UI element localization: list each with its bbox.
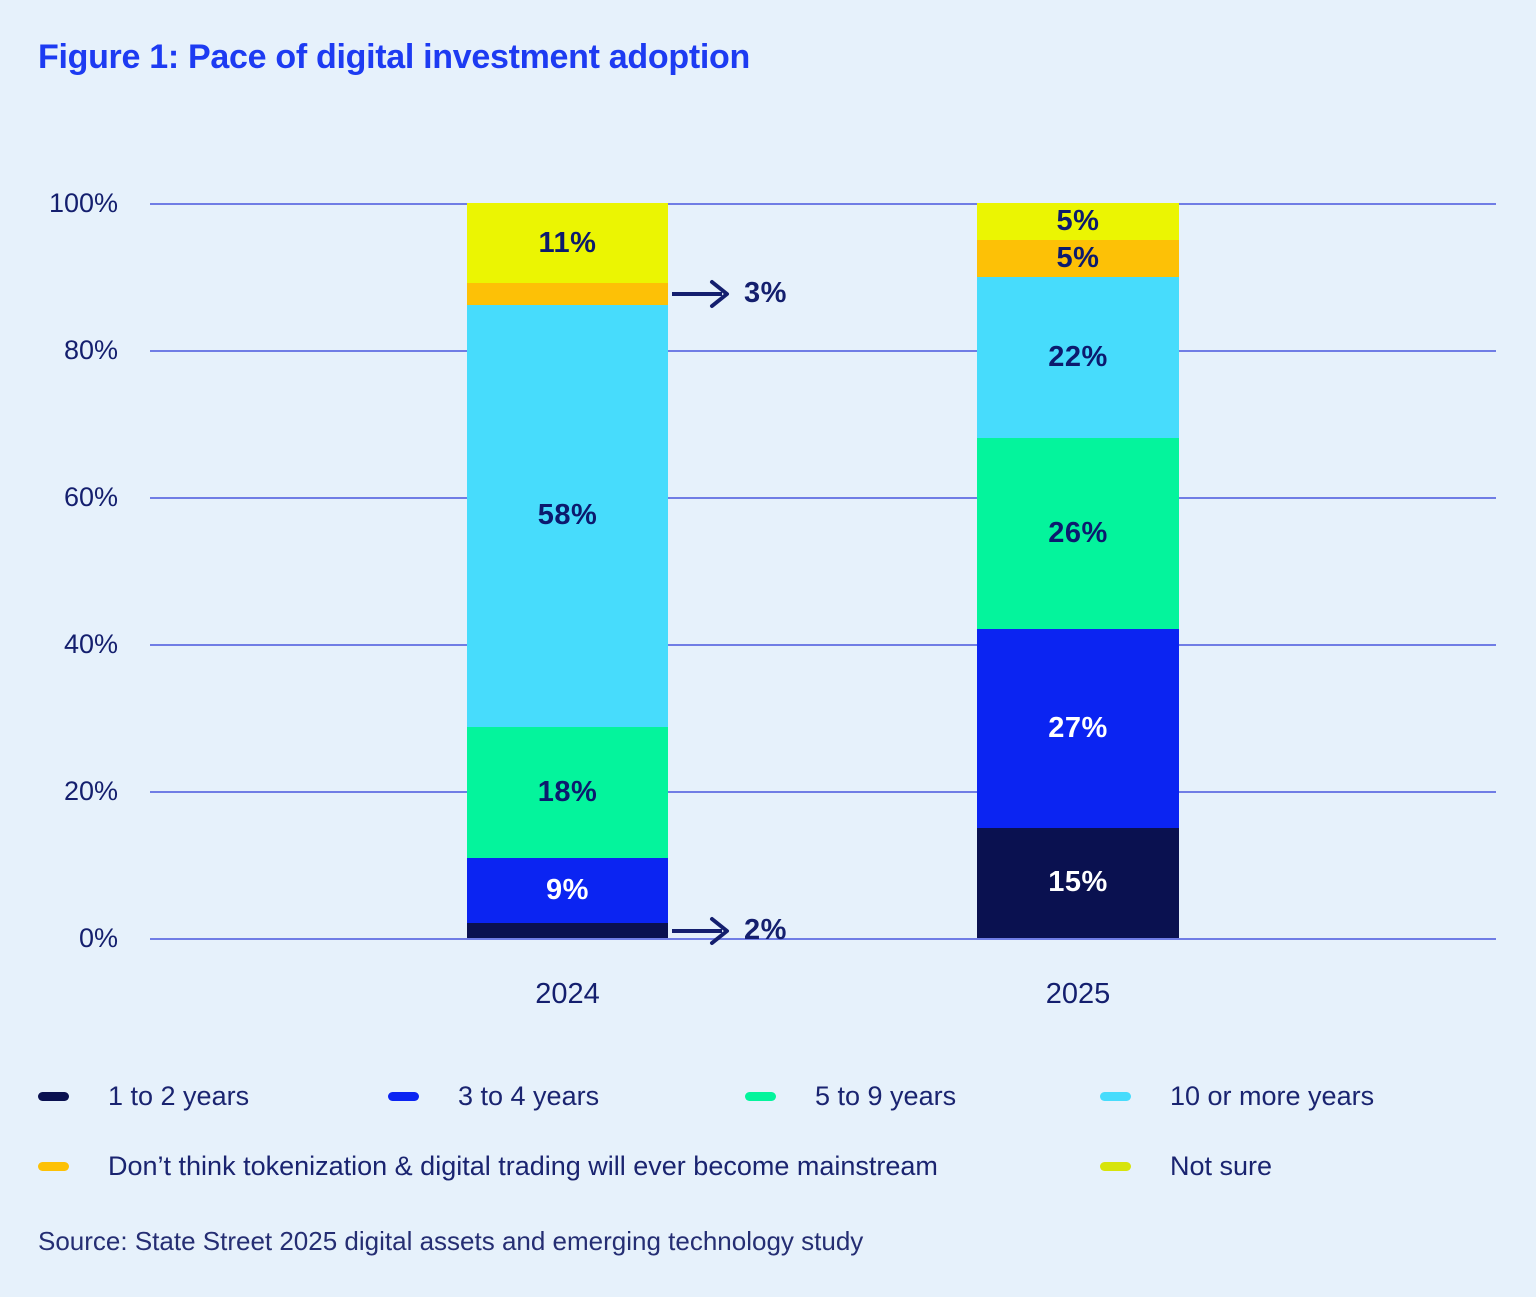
legend-item: 10 or more years [1100,1078,1374,1114]
y-axis-tick: 20% [63,776,118,806]
legend-swatch-icon [38,1161,69,1171]
bar-segment-label: 27% [1048,712,1108,745]
bar-segment [467,283,668,305]
y-axis-tick: 40% [63,629,118,659]
bar-segment: 15% [977,827,1179,938]
bar-2025: 15% 27% 26% 22% 5% 5% [977,203,1179,938]
legend-item: 3 to 4 years [388,1078,599,1114]
y-axis-tick: 60% [63,482,118,512]
bar-segment: 9% [467,857,668,924]
gridline [150,644,1496,646]
x-axis-label: 2025 [1045,978,1111,1010]
legend-swatch-icon [1100,1091,1131,1101]
source-note: Source: State Street 2025 digital assets… [38,1226,864,1256]
y-axis-tick: 100% [48,188,118,218]
legend-item: 5 to 9 years [745,1078,956,1114]
bar-segment: 5% [977,203,1179,240]
legend-label: 1 to 2 years [108,1080,250,1111]
annotation: 3% [670,276,787,312]
legend-label: 5 to 9 years [815,1080,957,1111]
bar-segment [467,923,668,938]
x-axis-label: 2024 [535,978,600,1010]
bar-segment: 58% [467,304,668,727]
annotation-arrow-icon [672,916,729,945]
gridline [150,938,1496,940]
legend-swatch-icon [1100,1161,1131,1171]
gridline [150,791,1496,793]
gridline [150,203,1496,205]
legend-label: 10 or more years [1170,1080,1375,1111]
bar-segment: 26% [977,438,1179,630]
legend-label: 3 to 4 years [458,1080,600,1111]
bar-segment-label: 18% [537,775,598,808]
legend-item: Don’t think tokenization & digital tradi… [38,1148,938,1184]
bar-segment: 5% [977,239,1179,277]
legend-item: Not sure [1100,1148,1272,1184]
plot-area: 9% 18% 58% 11% 15% 27% 26% 22% 5% 5% 3% 2% [150,203,1496,946]
legend-label: Not sure [1170,1150,1273,1181]
bar-segment-label: 58% [537,499,598,532]
gridline [150,350,1496,352]
legend-swatch-icon [38,1091,69,1101]
bar-segment-label: 9% [546,874,589,907]
bar-segment-label: 5% [1056,204,1100,237]
annotation: 2% [670,913,787,949]
annotation-label: 3% [744,277,787,310]
legend-swatch-icon [745,1091,776,1101]
bar-segment: 27% [977,629,1179,828]
y-axis-tick: 0% [78,923,118,953]
bar-segment-label: 22% [1048,340,1108,373]
legend-label: Don’t think tokenization & digital tradi… [108,1150,938,1181]
bar-segment-label: 26% [1048,517,1108,550]
bar-segment: 11% [467,203,668,284]
figure-title: Figure 1: Pace of digital investment ado… [38,38,750,76]
annotation-arrow-icon [672,279,729,308]
y-axis-tick: 80% [63,335,118,365]
bar-segment: 18% [467,726,668,858]
annotation-label: 2% [744,914,787,947]
bar-segment-label: 15% [1048,866,1108,899]
bar-segment-label: 5% [1056,241,1100,274]
bar-segment: 22% [977,276,1179,439]
bar-segment-label: 11% [538,226,597,259]
gridline [150,497,1496,499]
legend-item: 1 to 2 years [38,1078,249,1114]
bar-2024: 9% 18% 58% 11% [467,203,668,938]
legend-swatch-icon [388,1091,419,1101]
